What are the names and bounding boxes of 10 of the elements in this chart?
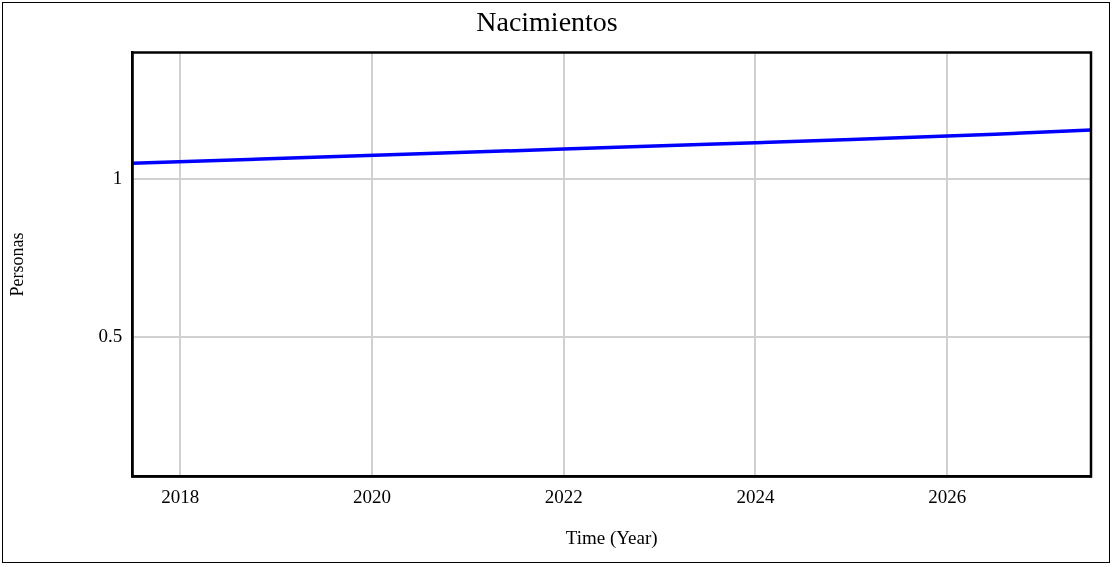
x-tick-label: 2024 (736, 485, 775, 507)
x-tick-label: 2022 (544, 485, 583, 507)
y-axis-title: Personas (6, 232, 27, 297)
chart-title: Nacimientos (476, 6, 618, 38)
x-tick-label: 2020 (353, 485, 392, 507)
x-tick-label: 2018 (161, 485, 200, 507)
y-tick-label: 0.5 (98, 325, 123, 347)
x-tick-label: 2026 (928, 485, 967, 507)
x-axis-title: Time (Year) (565, 526, 658, 549)
y-tick-label: 1 (112, 167, 123, 189)
